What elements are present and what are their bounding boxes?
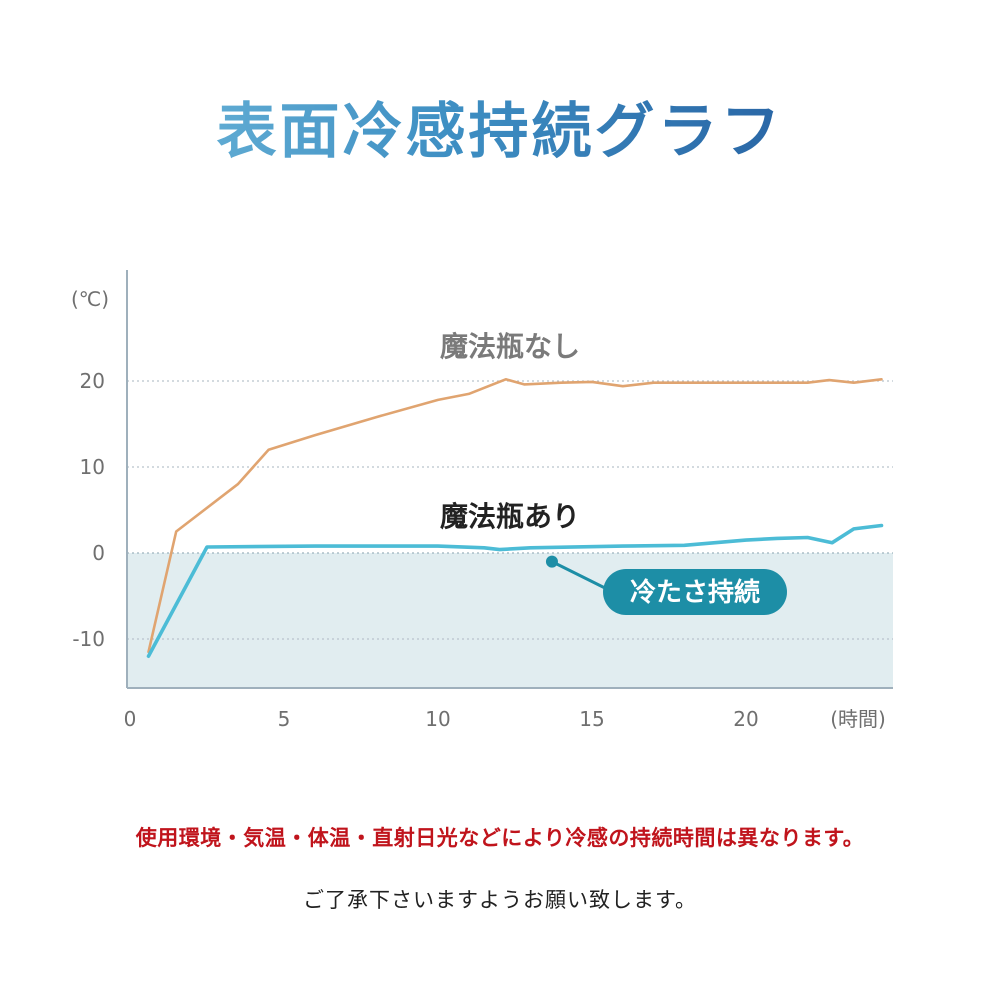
page-title: 表面冷感持続グラフ <box>0 92 1000 172</box>
y-axis-unit-label: (℃) <box>71 287 109 311</box>
callout-badge <box>603 569 787 615</box>
cooling-callout: 冷たさ持続 <box>545 555 787 615</box>
series-label-without-flask: 魔法瓶なし <box>440 330 580 363</box>
x-tick-label: 15 <box>579 707 604 731</box>
x-axis-unit-label: (時間) <box>830 707 886 731</box>
cooling-zone-shade <box>127 553 893 688</box>
data-series <box>146 377 884 659</box>
y-tick-labels: 20 10 0 -10 <box>72 369 105 651</box>
request-text: ご了承下さいますようお願い致します。 <box>303 888 697 912</box>
x-tick-label: 5 <box>278 707 291 731</box>
x-tick-label: 0 <box>124 707 137 731</box>
callout-leader-line <box>551 560 614 594</box>
y-tick-label: 20 <box>80 369 105 393</box>
series-line-without-flask <box>147 377 883 654</box>
series-label-with-flask: 魔法瓶あり <box>440 500 580 533</box>
y-tick-label: 10 <box>80 455 105 479</box>
callout-text: 冷たさ持続 <box>630 577 760 608</box>
x-tick-label: 20 <box>733 707 758 731</box>
usage-warning-text: 使用環境・気温・体温・直射日光などにより冷感の持続時間は異なります。 <box>135 826 865 850</box>
y-tick-label: -10 <box>72 627 105 651</box>
x-tick-label: 10 <box>425 707 450 731</box>
y-tick-label: 0 <box>92 541 105 565</box>
callout-dot <box>545 555 558 568</box>
series-line-with-flask <box>146 523 884 659</box>
x-tick-labels: 0 5 10 15 20 <box>124 707 759 731</box>
